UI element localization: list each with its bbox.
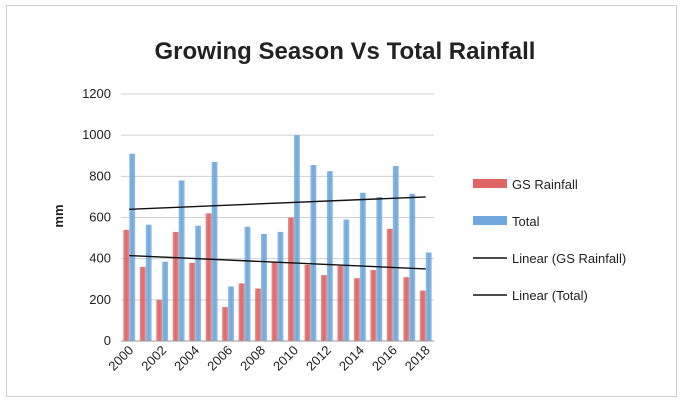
bar-gs-rainfall (271, 261, 278, 341)
bar-gs-rainfall (172, 231, 179, 341)
bar-gs-rainfall (304, 264, 311, 341)
bar-gs-rainfall (123, 229, 130, 341)
legend-label: GS Rainfall (512, 177, 578, 192)
bar-total (277, 231, 284, 341)
bar-total (343, 219, 350, 341)
bar-gs-rainfall (222, 307, 229, 341)
y-tick-label: 1000 (82, 127, 111, 142)
x-tick-label: 2008 (237, 343, 268, 374)
bar-gs-rainfall (419, 290, 426, 341)
bar-total (145, 224, 152, 341)
bars (123, 135, 432, 341)
y-tick-label: 0 (104, 333, 111, 348)
y-tick-label: 1200 (82, 86, 111, 101)
x-tick-label: 2002 (138, 343, 169, 374)
bar-total (326, 171, 333, 341)
chart-title: Growing Season Vs Total Rainfall (155, 38, 536, 65)
bar-total (359, 192, 366, 341)
legend-swatch (473, 179, 507, 188)
bar-gs-rainfall (189, 262, 196, 341)
bar-gs-rainfall (238, 283, 245, 341)
chart-frame: Growing Season Vs Total Rainfall mm 0 200… (6, 5, 677, 397)
trendline-1 (129, 196, 426, 210)
bar-gs-rainfall (288, 217, 294, 341)
bar-gs-rainfall (139, 266, 146, 341)
bar-total (293, 135, 300, 341)
bar-total (244, 226, 251, 341)
y-tick-label: 400 (89, 251, 111, 266)
bar-total (376, 196, 383, 341)
chart-svg: Growing Season Vs Total Rainfall mm 0200… (51, 38, 626, 374)
bar-gs-rainfall (386, 228, 393, 341)
bar-total (392, 166, 399, 341)
x-tick-label: 2018 (402, 343, 433, 374)
x-tick-label: 2016 (369, 343, 400, 374)
legend-label: Total (512, 214, 540, 229)
y-axis-ticks: 0 200 400 600 800 1000 1200 (82, 86, 111, 348)
bar-total (228, 286, 235, 341)
bar-gs-rainfall (156, 299, 163, 341)
bar-gs-rainfall (320, 275, 327, 341)
bar-gs-rainfall (205, 213, 212, 341)
bar-total (425, 252, 432, 341)
bar-total (178, 180, 185, 341)
bar-total (162, 261, 169, 341)
legend-swatch (473, 216, 507, 225)
y-axis-label: mm (51, 204, 66, 227)
x-tick-label: 2012 (303, 343, 334, 374)
legend: GS Rainfall Total Linear (GS Rainfall) Line… (473, 177, 626, 303)
bar-gs-rainfall (403, 277, 410, 341)
x-tick-label: 2014 (336, 343, 367, 374)
y-tick-label: 800 (89, 168, 111, 183)
bar-total (409, 193, 416, 341)
x-tick-label: 2006 (204, 343, 235, 374)
y-tick-label: 200 (89, 292, 111, 307)
bar-gs-rainfall (255, 288, 262, 341)
bar-total (129, 153, 136, 341)
legend-label: Linear (Total) (512, 288, 588, 303)
y-tick-label: 600 (89, 210, 111, 225)
bar-gs-rainfall (370, 269, 377, 341)
x-axis-ticks: 2000 2002 2004 2006 2008 2010 2012 2014 2016 2018 (105, 343, 433, 374)
trendlines (129, 196, 426, 270)
trendline-0 (129, 254, 426, 270)
legend-label: Linear (GS Rainfall) (512, 251, 626, 266)
bar-total (310, 165, 317, 341)
bar-gs-rainfall (353, 278, 360, 341)
bar-total (195, 225, 202, 341)
x-tick-label: 2010 (270, 343, 301, 374)
bar-total (211, 161, 218, 341)
x-tick-label: 2004 (171, 343, 202, 374)
bar-gs-rainfall (337, 265, 344, 341)
bar-total (261, 233, 267, 341)
